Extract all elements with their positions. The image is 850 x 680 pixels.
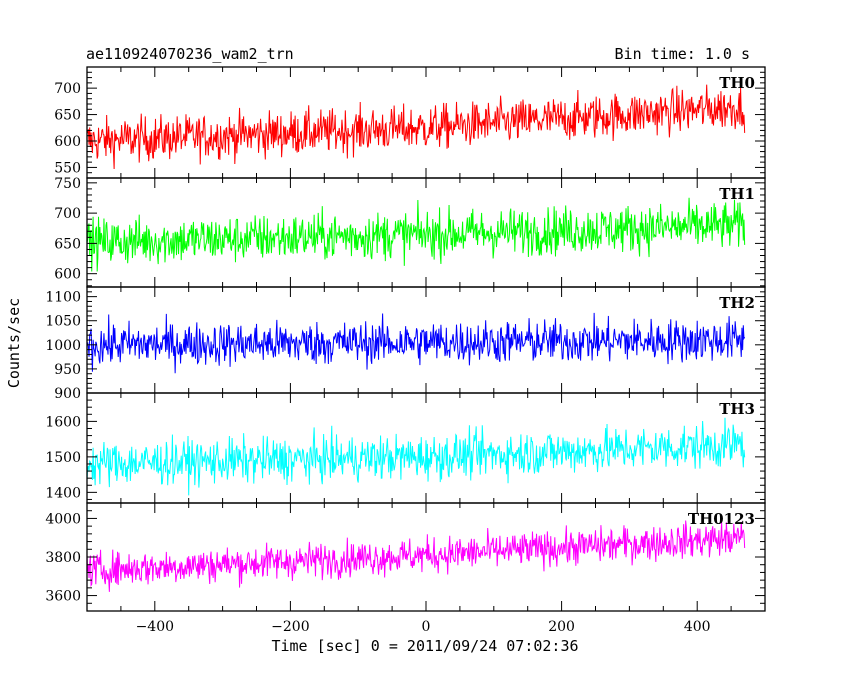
x-tick-label: −400 [136, 619, 174, 635]
y-tick-label: 1000 [45, 338, 81, 354]
x-tick-label: −200 [271, 619, 309, 635]
y-tick-label: 1050 [45, 314, 81, 330]
panel-label-th3: TH3 [719, 400, 755, 418]
panel-frame [86, 502, 766, 612]
series-line-th0123 [87, 520, 746, 592]
series-line-th1 [87, 197, 746, 272]
y-tick-label: 650 [54, 236, 81, 252]
y-tick-label: 550 [54, 160, 81, 176]
series-line-th3 [87, 417, 746, 496]
y-tick-label: 750 [54, 176, 81, 192]
panel-label-th0123: TH0123 [688, 510, 755, 528]
y-tick-label: 600 [54, 134, 81, 150]
y-tick-label: 700 [54, 206, 81, 222]
y-tick-label: 1600 [45, 414, 81, 430]
y-tick-label: 1400 [45, 485, 81, 501]
y-tick-label: 700 [54, 81, 81, 97]
y-tick-label: 3600 [45, 589, 81, 605]
y-tick-label: 1500 [45, 450, 81, 466]
panel-label-th2: TH2 [719, 294, 755, 312]
y-tick-label: 3800 [45, 550, 81, 566]
y-tick-label: 650 [54, 108, 81, 124]
x-tick-label: 200 [548, 619, 575, 635]
series-line-th0 [87, 84, 746, 170]
y-tick-label: 950 [54, 362, 81, 378]
bin-time-label: Bin time: 1.0 s [614, 45, 750, 63]
y-tick-label: 900 [54, 386, 81, 402]
series-line-th2 [87, 312, 746, 374]
chart-title: ae110924070236_wam2_trn [86, 45, 294, 63]
y-axis-label: Counts/sec [5, 297, 23, 389]
x-tick-label: 400 [684, 619, 711, 635]
panel-label-th1: TH1 [719, 185, 755, 203]
y-tick-label: 1100 [45, 290, 81, 306]
panel-label-th0: TH0 [719, 74, 755, 92]
y-tick-label: 600 [54, 267, 81, 283]
x-tick-label: 0 [422, 619, 431, 635]
x-axis-label: Time [sec] 0 = 2011/09/24 07:02:36 [271, 637, 579, 655]
y-tick-label: 4000 [45, 511, 81, 527]
